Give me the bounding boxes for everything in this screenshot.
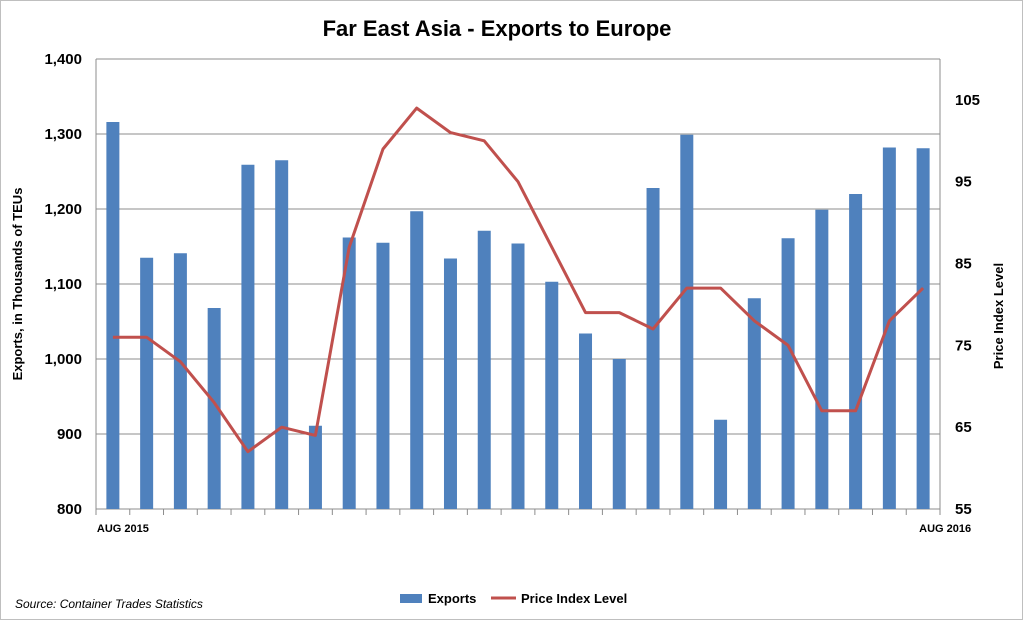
line-series <box>112 106 925 454</box>
chart-title: Far East Asia - Exports to Europe <box>323 16 672 41</box>
bar-exports <box>680 134 694 509</box>
legend: Exports Price Index Level <box>400 591 627 606</box>
left-tick-label: 1,300 <box>44 126 82 143</box>
left-axis-ticks: 800 900 1,000 1,100 1,200 1,300 1,400 <box>44 51 82 518</box>
bar-exports <box>511 243 525 509</box>
bar-exports <box>241 164 255 509</box>
bar-exports <box>747 298 761 509</box>
left-tick-label: 1,000 <box>44 351 82 368</box>
bar-exports <box>207 308 221 509</box>
bar-exports <box>342 237 356 509</box>
bar-exports <box>410 211 424 509</box>
bar-exports <box>646 188 660 509</box>
bar-exports <box>477 230 491 509</box>
left-tick-label: 800 <box>57 501 82 518</box>
bar-exports <box>781 238 795 509</box>
category-label: AUG 2015 <box>97 523 149 535</box>
bar-exports <box>849 194 863 509</box>
right-tick-label: 75 <box>955 337 972 354</box>
right-tick-label: 105 <box>955 92 980 109</box>
legend-swatch-exports <box>400 594 422 603</box>
category-labels: AUG 2015 AUG 2016 <box>97 523 971 535</box>
right-tick-label: 55 <box>955 501 972 518</box>
gridlines <box>96 58 940 435</box>
bar-exports <box>882 147 896 509</box>
left-tick-label: 900 <box>57 426 82 443</box>
bar-exports <box>815 209 829 509</box>
left-tick-label: 1,100 <box>44 276 82 293</box>
category-label: AUG 2016 <box>919 523 971 535</box>
right-tick-label: 65 <box>955 419 972 436</box>
bar-exports <box>275 160 289 509</box>
left-tick-label: 1,400 <box>44 51 82 68</box>
bar-exports <box>545 281 559 509</box>
line-price-index <box>112 106 925 454</box>
bar-exports <box>308 425 322 509</box>
left-axis-title: Exports, in Thousands of TEUs <box>10 188 25 381</box>
left-tick-label: 1,200 <box>44 201 82 218</box>
right-tick-label: 85 <box>955 256 972 273</box>
bar-exports <box>714 419 728 509</box>
bar-exports <box>443 258 457 509</box>
legend-label-exports: Exports <box>428 591 476 606</box>
bar-exports <box>106 122 120 509</box>
bar-exports <box>612 359 626 509</box>
right-axis-title: Price Index Level <box>991 263 1006 369</box>
legend-label-price-index: Price Index Level <box>521 591 627 606</box>
source-note: Source: Container Trades Statistics <box>15 597 203 611</box>
bar-exports <box>173 253 187 509</box>
right-tick-label: 95 <box>955 174 972 191</box>
right-axis-ticks: 55 65 75 85 95 105 <box>955 92 980 518</box>
bar-exports <box>140 257 154 509</box>
bar-exports <box>916 148 930 509</box>
bar-exports <box>376 242 390 509</box>
bar-exports <box>579 333 593 509</box>
bar-series <box>106 122 930 509</box>
